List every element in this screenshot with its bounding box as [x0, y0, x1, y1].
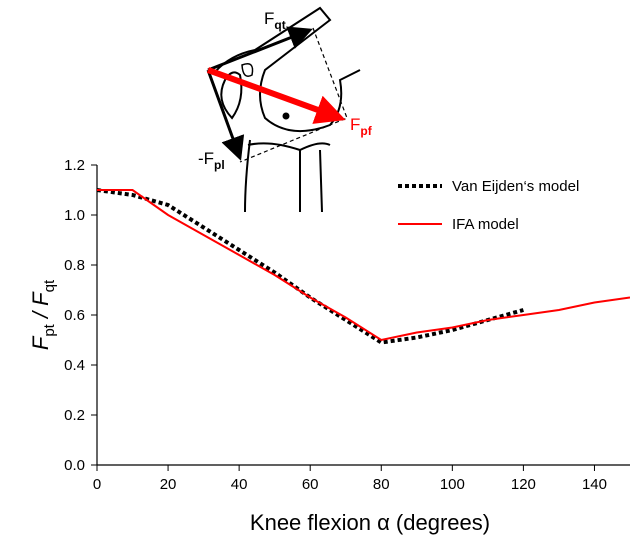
force-label: -Fpl: [198, 149, 225, 172]
y-tick-label: 1.2: [64, 157, 85, 174]
knee-diagram: [206, 6, 361, 213]
label-sub: pt: [41, 323, 58, 336]
x-tick-label: 120: [511, 476, 536, 493]
x-tick-label: 20: [160, 476, 177, 493]
label-sub: pf: [360, 124, 372, 138]
legend-label: Van Eijden‘s model: [452, 178, 579, 195]
y-tick-label: 0.6: [64, 307, 85, 324]
series-line: [96, 188, 524, 345]
y-tick-label: 0.8: [64, 257, 85, 274]
label-main: F: [28, 335, 53, 350]
label-sub: pl: [214, 158, 225, 172]
y-tick-label: 0.2: [64, 407, 85, 424]
x-tick-label: 80: [373, 476, 390, 493]
y-axis-title: Fpt / Fqt: [28, 279, 58, 350]
label-sub: qt: [41, 279, 58, 292]
y-tick-label: 0.4: [64, 357, 85, 374]
label-main: F: [350, 115, 360, 134]
y-tick-label: 1.0: [64, 207, 85, 224]
label-main: F: [264, 9, 274, 28]
x-tick-label: 140: [582, 476, 607, 493]
legend-label: IFA model: [452, 216, 519, 233]
label-sub: qt: [274, 18, 285, 32]
label-main: -F: [198, 149, 214, 168]
force-label: Fqt: [264, 9, 286, 32]
force-label: Fpf: [350, 115, 373, 138]
x-tick-label: 0: [93, 476, 101, 493]
x-axis-title: Knee flexion α (degrees): [250, 510, 490, 535]
label-main: / F: [28, 291, 53, 324]
x-tick-label: 40: [231, 476, 248, 493]
series-line: [97, 189, 630, 342]
x-tick-label: 60: [302, 476, 319, 493]
y-tick-label: 0.0: [64, 457, 85, 474]
x-tick-label: 100: [440, 476, 465, 493]
